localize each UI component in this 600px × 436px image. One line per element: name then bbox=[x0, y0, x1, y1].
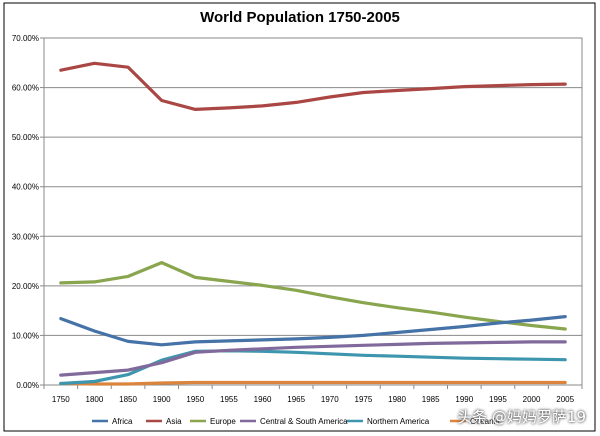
y-tick-label: 10.00% bbox=[12, 331, 39, 340]
x-tick-label: 1975 bbox=[355, 395, 373, 404]
y-tick-label: 0.00% bbox=[16, 381, 39, 390]
y-tick-label: 60.00% bbox=[12, 84, 39, 93]
legend-label: Central & South America bbox=[260, 417, 348, 426]
x-tick-label: 1980 bbox=[388, 395, 406, 404]
x-tick-label: 1955 bbox=[220, 395, 238, 404]
x-tick-label: 1900 bbox=[153, 395, 171, 404]
x-tick-label: 1995 bbox=[489, 395, 507, 404]
x-tick-label: 1750 bbox=[52, 395, 70, 404]
legend-label: Africa bbox=[112, 417, 133, 426]
x-tick-label: 1800 bbox=[86, 395, 104, 404]
y-tick-label: 70.00% bbox=[12, 34, 39, 43]
x-tick-label: 1950 bbox=[186, 395, 204, 404]
x-tick-label: 1965 bbox=[287, 395, 305, 404]
x-tick-label: 1990 bbox=[455, 395, 473, 404]
y-tick-label: 30.00% bbox=[12, 232, 39, 241]
y-tick-label: 20.00% bbox=[12, 282, 39, 291]
x-tick-label: 1985 bbox=[422, 395, 440, 404]
x-tick-label: 2000 bbox=[523, 395, 541, 404]
x-tick-label: 2005 bbox=[556, 395, 574, 404]
x-tick-label: 1960 bbox=[254, 395, 272, 404]
series-line-oceania bbox=[59, 380, 567, 386]
series-line-europe bbox=[59, 261, 567, 331]
legend-label: Asia bbox=[166, 417, 182, 426]
y-tick-label: 40.00% bbox=[12, 183, 39, 192]
chart-frame bbox=[3, 2, 596, 432]
series-line-asia bbox=[59, 61, 567, 112]
chart-title: World Population 1750-2005 bbox=[200, 9, 400, 26]
legend-label: Oceania bbox=[470, 417, 500, 426]
series-line-central-south-america bbox=[59, 340, 567, 377]
legend-label: Europe bbox=[210, 417, 236, 426]
y-tick-label: 50.00% bbox=[12, 133, 39, 142]
legend-label: Northern America bbox=[367, 417, 430, 426]
series-line-africa bbox=[59, 315, 567, 347]
watermark-text: 头条 @妈妈罗萨19 bbox=[457, 408, 586, 426]
x-tick-label: 1970 bbox=[321, 395, 339, 404]
x-tick-label: 1850 bbox=[119, 395, 137, 404]
